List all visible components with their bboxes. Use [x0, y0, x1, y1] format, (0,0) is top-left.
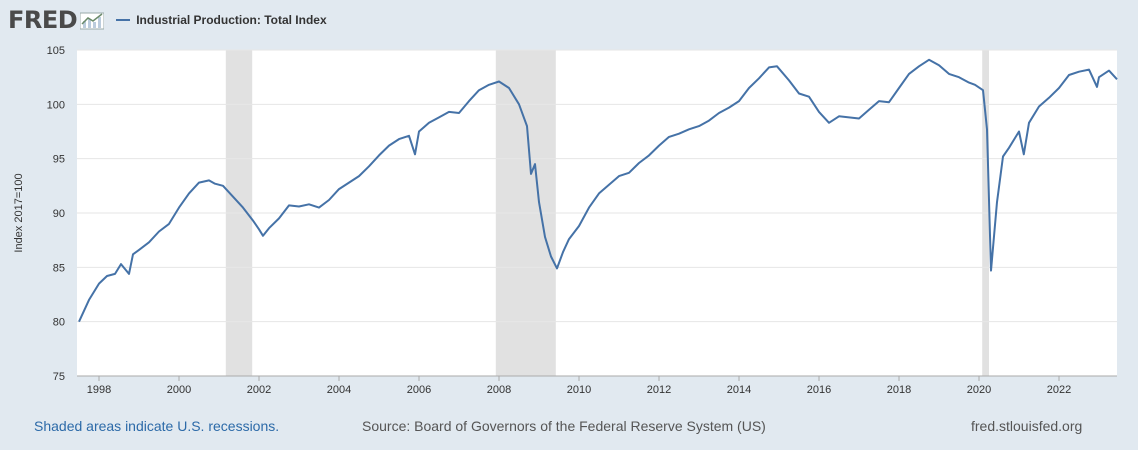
x-tick-label: 2016: [807, 384, 831, 396]
y-tick-label: 95: [53, 154, 65, 166]
y-tick-label: 90: [53, 208, 65, 220]
fred-logo[interactable]: FRED: [8, 6, 105, 34]
x-tick-label: 2010: [567, 384, 591, 396]
x-tick-label: 2012: [647, 384, 671, 396]
y-tick-label: 100: [47, 99, 65, 111]
y-tick-label: 105: [47, 45, 65, 57]
x-tick-label: 2018: [887, 384, 911, 396]
y-tick-label: 75: [53, 371, 65, 383]
x-tick-label: 2022: [1047, 384, 1071, 396]
source-note: Source: Board of Governors of the Federa…: [362, 418, 766, 434]
x-tick-label: 1998: [87, 384, 111, 396]
legend-line-swatch: [116, 19, 131, 21]
recession-note: Shaded areas indicate U.S. recessions.: [34, 418, 280, 434]
series-line: [78, 58, 1118, 323]
x-tick-label: 2006: [407, 384, 431, 396]
x-tick-label: 2020: [967, 384, 991, 396]
chart-legend: Industrial Production: Total Index: [116, 13, 327, 27]
legend-label: Industrial Production: Total Index: [136, 13, 327, 27]
x-tick-label: 2000: [167, 384, 191, 396]
y-tick-label: 85: [53, 262, 65, 274]
x-tick-label: 2004: [327, 384, 351, 396]
x-tick-label: 2014: [727, 384, 751, 396]
x-tick-label: 2002: [247, 384, 271, 396]
chart-graph-icon: [80, 12, 105, 30]
site-link[interactable]: fred.stlouisfed.org: [971, 418, 1083, 434]
fred-logo-text: FRED: [8, 6, 78, 34]
y-tick-label: 80: [53, 317, 65, 329]
x-tick-label: 2008: [487, 384, 511, 396]
y-axis-label: Index 2017=100: [13, 173, 25, 252]
chart-header: FRED Industrial Production: Total Index: [8, 6, 327, 34]
